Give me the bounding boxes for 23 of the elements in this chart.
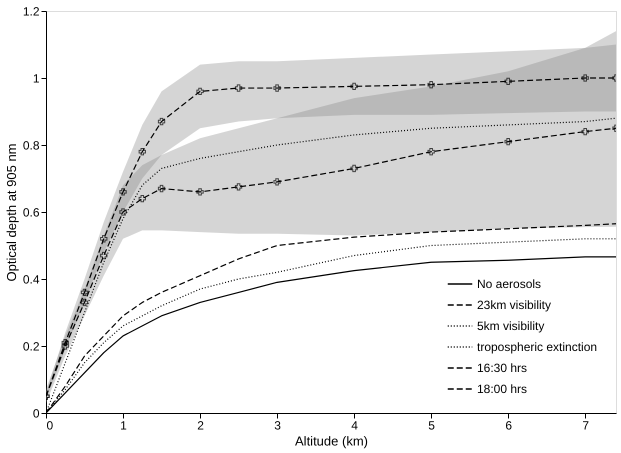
legend-label: 23km visibility — [477, 298, 552, 312]
y-tick-label: 0 — [32, 406, 40, 420]
legend-label: 18:00 hrs — [477, 382, 528, 396]
legend-label: 16:30 hrs — [477, 361, 528, 375]
x-axis-title: Altitude (km) — [295, 434, 368, 448]
x-tick-label: 6 — [505, 418, 512, 432]
x-tick-label: 1 — [120, 418, 128, 432]
y-tick-label: 0.6 — [22, 206, 40, 220]
x-tick-label: 4 — [351, 418, 358, 432]
x-tick-label: 3 — [274, 418, 282, 432]
x-tick-label: 0 — [46, 418, 54, 432]
y-tick-label: 0.4 — [22, 272, 40, 286]
y-tick-label: 1.2 — [22, 4, 40, 18]
x-tick-label: 5 — [428, 418, 436, 432]
legend-label: No aerosols — [477, 277, 542, 291]
y-tick-label: 1 — [32, 72, 40, 86]
y-tick-label: 0.8 — [22, 138, 40, 152]
x-tick-label: 7 — [582, 418, 590, 432]
y-axis-title: Optical depth at 905 nm — [4, 143, 19, 282]
legend-label: 5km visibility — [477, 319, 544, 333]
x-tick-label: 2 — [197, 418, 204, 432]
y-tick-label: 0.2 — [22, 340, 40, 354]
legend-label: tropospheric extinction — [477, 340, 598, 354]
